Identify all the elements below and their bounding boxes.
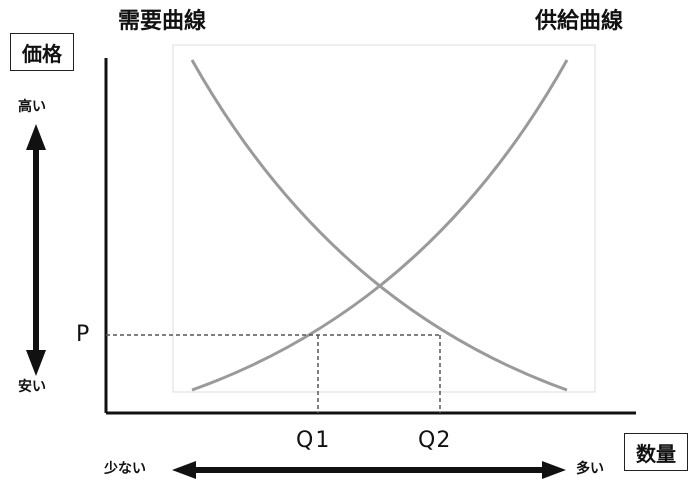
- quantity-arrow-right-head: [542, 461, 566, 479]
- q1-label: Q1: [296, 428, 332, 453]
- supply-curve: [191, 59, 569, 392]
- quantity-arrow-left-head: [172, 461, 196, 479]
- demand-curve: [190, 59, 568, 392]
- quantity-high-label: 多い: [576, 461, 604, 477]
- price-level-label: P: [76, 322, 90, 347]
- quantity-axis-label: 数量: [624, 433, 688, 471]
- price-arrow-down-head: [26, 350, 46, 376]
- price-axis-label: 価格: [10, 33, 74, 71]
- price-arrow-up-head: [26, 124, 46, 150]
- quantity-low-label: 少ない: [104, 461, 146, 477]
- price-high-label: 高い: [18, 99, 46, 115]
- price-low-label: 安い: [18, 379, 46, 395]
- supply-curve-label: 供給曲線: [535, 9, 624, 34]
- q2-label: Q2: [418, 428, 452, 453]
- plot-frame: [172, 44, 596, 393]
- demand-curve-label: 需要曲線: [118, 9, 207, 34]
